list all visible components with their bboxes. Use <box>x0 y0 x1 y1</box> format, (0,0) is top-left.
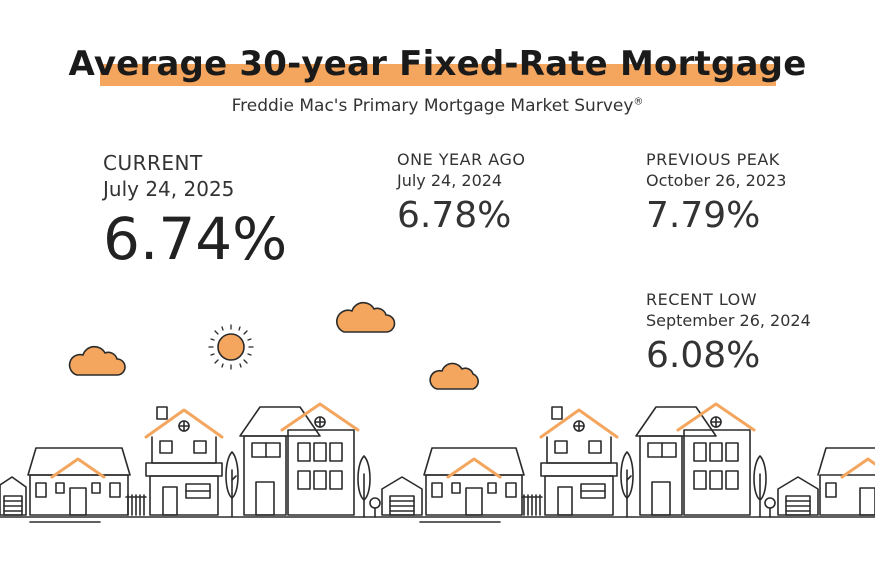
house-icon <box>423 447 525 516</box>
tree-icon <box>753 455 767 518</box>
house-icon <box>635 402 756 516</box>
stat-one-year-ago-label: ONE YEAR AGO <box>397 150 526 169</box>
house-icon <box>27 447 131 516</box>
cloud-icon <box>68 345 126 376</box>
stat-recent-low-value: 6.08% <box>646 335 761 376</box>
stat-recent-low: RECENT LOW September 26, 2024 6.08% <box>646 290 811 378</box>
garage-icon <box>777 476 819 516</box>
stat-one-year-ago-value: 6.78% <box>397 195 512 236</box>
house-icon <box>539 406 619 516</box>
house-icon <box>239 402 360 516</box>
stat-one-year-ago: ONE YEAR AGO July 24, 2024 6.78% <box>397 150 525 238</box>
tree-icon <box>357 455 371 518</box>
tree-icon <box>369 497 381 518</box>
subtitle-text: Freddie Mac's Primary Mortgage Market Su… <box>231 96 634 116</box>
house-icon <box>144 406 224 516</box>
stat-previous-peak: PREVIOUS PEAK October 26, 2023 7.79% <box>646 150 786 238</box>
cloud-icon <box>335 301 396 333</box>
page-subtitle: Freddie Mac's Primary Mortgage Market Su… <box>0 96 875 116</box>
stat-one-year-ago-date: July 24, 2024 <box>397 171 503 190</box>
garage-icon <box>381 476 423 516</box>
stat-recent-low-date: September 26, 2024 <box>646 311 811 330</box>
fence <box>521 494 543 516</box>
tree-icon <box>225 451 239 518</box>
sun-icon <box>208 324 254 370</box>
fence <box>125 494 147 516</box>
stat-current: CURRENT July 24, 2025 6.74% <box>103 150 287 272</box>
stat-current-label: CURRENT <box>103 151 203 175</box>
title-highlight <box>100 64 776 86</box>
stat-current-date: July 24, 2025 <box>103 177 235 201</box>
tree-icon <box>764 497 776 518</box>
title-container: Average 30-year Fixed-Rate Mortgage <box>0 42 875 86</box>
tree-icon <box>620 451 634 518</box>
stat-previous-peak-date: October 26, 2023 <box>646 171 787 190</box>
cloud-icon <box>429 362 479 390</box>
stat-previous-peak-value: 7.79% <box>646 195 761 236</box>
garage-icon <box>0 476 27 516</box>
page-title: Average 30-year Fixed-Rate Mortgage <box>68 44 807 84</box>
registered-mark: ® <box>633 96 644 108</box>
stat-recent-low-label: RECENT LOW <box>646 290 758 309</box>
house-icon <box>817 447 875 516</box>
stat-current-value: 6.74% <box>103 205 288 273</box>
stat-previous-peak-label: PREVIOUS PEAK <box>646 150 780 169</box>
